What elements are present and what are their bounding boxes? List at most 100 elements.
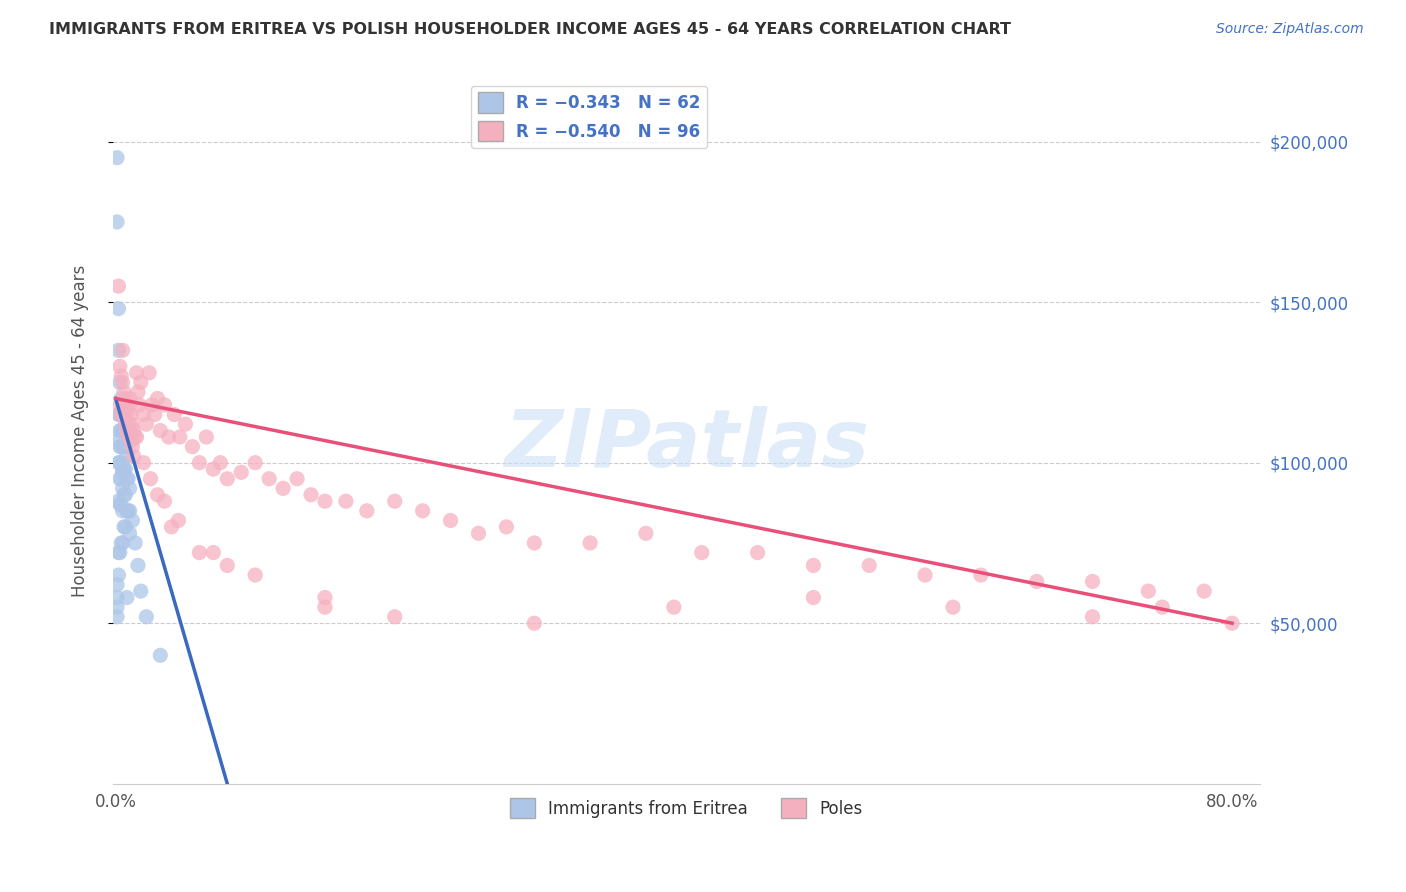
Point <box>112 408 135 422</box>
Point <box>108 359 131 374</box>
Point <box>111 462 134 476</box>
Point <box>105 609 128 624</box>
Point <box>112 385 135 400</box>
Point <box>1152 600 1174 615</box>
Point <box>160 520 183 534</box>
Point <box>111 536 134 550</box>
Point <box>174 417 197 432</box>
Point <box>107 545 129 559</box>
Point <box>970 568 993 582</box>
Point <box>209 456 232 470</box>
Text: Source: ZipAtlas.com: Source: ZipAtlas.com <box>1216 22 1364 37</box>
Point <box>105 600 128 615</box>
Point <box>803 558 825 573</box>
Point <box>110 456 132 470</box>
Point <box>114 417 136 432</box>
Point <box>202 545 225 559</box>
Point <box>942 600 965 615</box>
Point <box>117 430 139 444</box>
Point <box>118 398 141 412</box>
Point <box>169 430 191 444</box>
Point <box>111 504 134 518</box>
Point <box>690 545 713 559</box>
Point <box>153 494 176 508</box>
Point <box>132 456 155 470</box>
Point <box>285 472 308 486</box>
Point <box>195 430 218 444</box>
Point <box>112 488 135 502</box>
Point <box>314 494 336 508</box>
Point <box>135 417 157 432</box>
Point <box>163 408 186 422</box>
Point <box>112 440 135 454</box>
Point <box>125 366 148 380</box>
Point <box>108 376 131 390</box>
Point <box>108 456 131 470</box>
Point <box>146 488 169 502</box>
Point <box>122 424 145 438</box>
Point <box>112 520 135 534</box>
Point <box>107 456 129 470</box>
Point <box>335 494 357 508</box>
Point <box>124 430 146 444</box>
Point <box>143 408 166 422</box>
Point <box>112 424 135 438</box>
Point <box>118 417 141 432</box>
Point <box>384 609 406 624</box>
Point <box>105 591 128 605</box>
Point <box>115 424 138 438</box>
Point <box>125 430 148 444</box>
Point <box>139 472 162 486</box>
Point <box>110 536 132 550</box>
Point <box>108 440 131 454</box>
Point <box>105 151 128 165</box>
Point <box>122 450 145 464</box>
Point <box>107 434 129 448</box>
Point <box>110 392 132 406</box>
Point <box>118 392 141 406</box>
Point <box>412 504 434 518</box>
Point <box>111 424 134 438</box>
Point <box>129 376 152 390</box>
Point <box>314 591 336 605</box>
Point <box>115 591 138 605</box>
Point <box>111 343 134 358</box>
Point <box>117 472 139 486</box>
Point <box>129 584 152 599</box>
Text: ZIPatlas: ZIPatlas <box>503 406 869 483</box>
Point <box>124 536 146 550</box>
Point <box>108 398 131 412</box>
Point <box>114 440 136 454</box>
Point <box>1081 609 1104 624</box>
Point <box>231 466 253 480</box>
Point <box>128 398 150 412</box>
Point <box>115 472 138 486</box>
Point <box>115 450 138 464</box>
Point <box>107 408 129 422</box>
Point <box>115 398 138 412</box>
Point <box>112 462 135 476</box>
Point <box>181 440 204 454</box>
Point <box>1192 584 1215 599</box>
Point <box>120 408 142 422</box>
Point <box>579 536 602 550</box>
Point <box>105 577 128 591</box>
Point <box>1081 574 1104 589</box>
Point <box>803 591 825 605</box>
Point <box>117 504 139 518</box>
Point <box>114 520 136 534</box>
Point <box>167 513 190 527</box>
Point <box>188 456 211 470</box>
Point <box>110 498 132 512</box>
Point <box>110 424 132 438</box>
Point <box>1025 574 1047 589</box>
Point <box>202 462 225 476</box>
Point <box>114 462 136 476</box>
Point <box>111 440 134 454</box>
Point <box>110 408 132 422</box>
Point <box>108 408 131 422</box>
Point <box>914 568 936 582</box>
Point <box>107 494 129 508</box>
Point <box>107 343 129 358</box>
Point <box>120 434 142 448</box>
